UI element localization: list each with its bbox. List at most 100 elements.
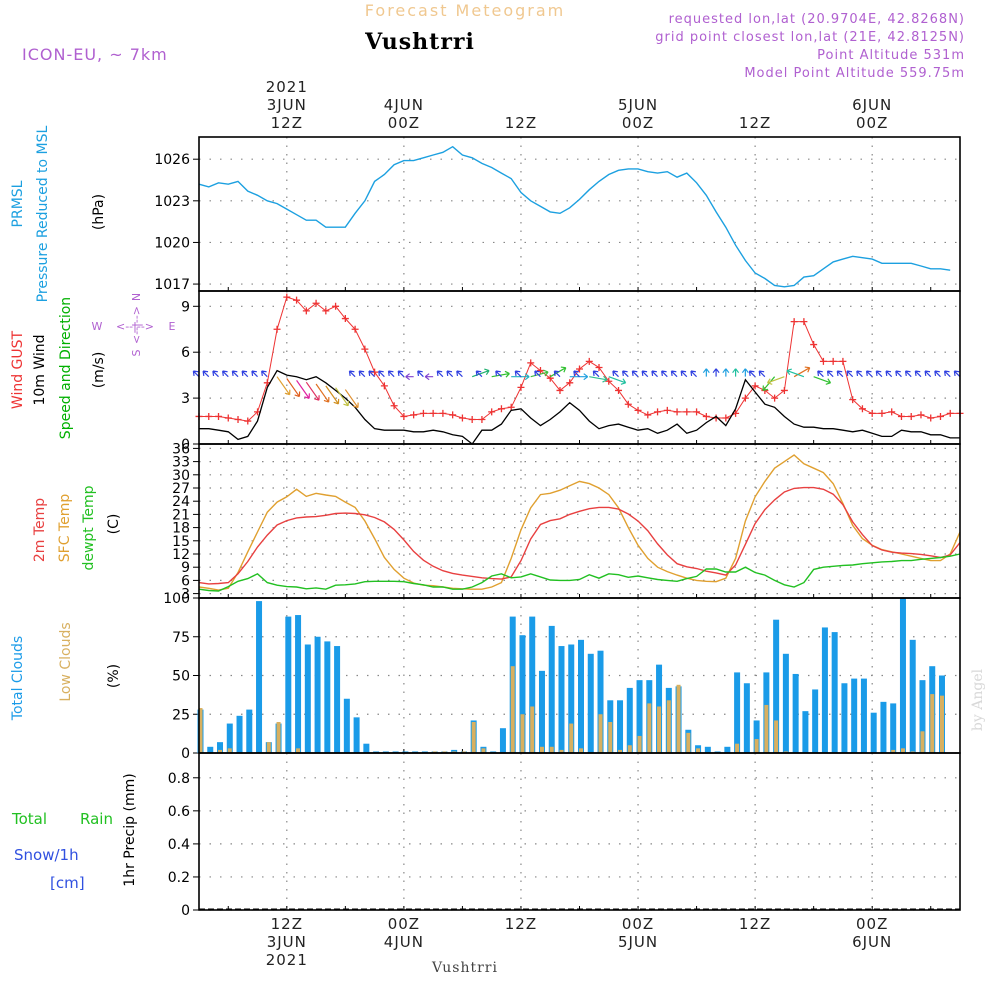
wind-direction-arrow bbox=[865, 370, 873, 378]
total-cloud-bar bbox=[324, 641, 331, 753]
gust-point bbox=[868, 409, 876, 417]
wind-direction-arrow bbox=[358, 370, 366, 378]
wind-direction-arrow bbox=[766, 376, 785, 385]
total-cloud-bar bbox=[529, 616, 536, 753]
temp-panel-labels: 2m Temp SFC Temp dewpt Temp (C) bbox=[32, 485, 122, 570]
top-time-label: 3JUN bbox=[267, 96, 307, 114]
total-cloud-bar bbox=[880, 701, 887, 753]
low-cloud-bar bbox=[930, 694, 935, 753]
wind-panel-labels: Wind GUST 10m Wind Speed and Direction (… bbox=[10, 293, 176, 439]
pressure-label-2: Pressure Reduced to MSL bbox=[35, 125, 51, 302]
clouds-ytick-label: 25 bbox=[172, 707, 190, 723]
gust-point bbox=[771, 394, 779, 402]
low-cloud-bar bbox=[647, 703, 652, 753]
gust-point bbox=[497, 405, 505, 413]
low-cloud-bar bbox=[539, 746, 544, 753]
wind-direction-arrow bbox=[856, 370, 863, 378]
gust-point bbox=[693, 408, 701, 416]
sfc-temp-label: SFC Temp bbox=[57, 494, 73, 563]
gust-point bbox=[449, 411, 457, 419]
temperature-ytick-label: 9 bbox=[181, 560, 190, 576]
wind-direction-arrow bbox=[348, 370, 356, 378]
total-cloud-bar bbox=[343, 698, 350, 753]
low-cloud-bar bbox=[218, 749, 223, 753]
total-cloud-bar bbox=[617, 700, 624, 753]
low-cloud-bar bbox=[296, 748, 301, 753]
wind-direction-arrow bbox=[446, 370, 454, 378]
temp2m-label: 2m Temp bbox=[32, 498, 48, 562]
wind-direction-arrow bbox=[286, 378, 301, 398]
temperature-ytick-label: 21 bbox=[172, 507, 190, 523]
gust-point bbox=[615, 386, 623, 394]
wind-direction-arrow bbox=[680, 370, 688, 378]
low-cloud-bar bbox=[627, 745, 632, 753]
pressure-label-1: PRMSL bbox=[10, 180, 26, 227]
temperature-ytick-label: 27 bbox=[172, 481, 190, 497]
low-cloud-bar bbox=[618, 749, 623, 753]
footer-location: Vushtrri bbox=[431, 960, 498, 976]
panels: 1017102010231026036936912151821242730333… bbox=[154, 136, 964, 919]
total-cloud-bar bbox=[353, 717, 360, 753]
wind-direction-arrow bbox=[631, 370, 639, 378]
wind-direction-arrow bbox=[875, 370, 883, 378]
total-cloud-bar bbox=[753, 720, 760, 753]
wind-direction-arrow bbox=[722, 368, 730, 377]
gust-point bbox=[332, 302, 340, 310]
gust-point bbox=[907, 412, 915, 420]
total-cloud-bar bbox=[285, 616, 292, 753]
gust-point bbox=[800, 318, 808, 326]
top-time-label: 12Z bbox=[505, 114, 537, 132]
gust-point bbox=[322, 307, 330, 315]
bottom-time-label: 12Z bbox=[271, 915, 303, 933]
wind-direction-arrow bbox=[436, 370, 444, 378]
wind-10m-label: 10m Wind bbox=[32, 334, 48, 405]
wind-direction-arrow bbox=[914, 370, 922, 378]
temperature-ytick-label: 18 bbox=[172, 521, 190, 537]
wind-direction-arrow bbox=[315, 383, 330, 403]
low-cloud-bar bbox=[764, 704, 769, 753]
wind-direction-arrow bbox=[612, 370, 619, 378]
compass-w: W bbox=[92, 320, 103, 333]
total-cloud-bar bbox=[236, 715, 243, 753]
wind-direction-arrow bbox=[231, 370, 239, 378]
pressure-unit: (hPa) bbox=[91, 194, 107, 230]
gust-point bbox=[312, 299, 320, 307]
bottom-time-label: 6JUN bbox=[852, 933, 892, 951]
gust-point bbox=[673, 408, 681, 416]
gust-point bbox=[566, 379, 574, 387]
total-cloud-bar bbox=[314, 636, 321, 753]
total-cloud-bar bbox=[812, 689, 819, 753]
low-cloud-bar bbox=[774, 720, 779, 753]
wind-gust-label: Wind GUST bbox=[10, 330, 26, 409]
compass-arrows-v: <--|--> bbox=[130, 306, 143, 344]
low-cloud-bar bbox=[579, 748, 583, 753]
gust-point bbox=[634, 406, 642, 414]
wind-direction-arrow bbox=[222, 370, 229, 378]
clouds-ytick-label: 100 bbox=[163, 591, 190, 607]
bottom-time-label: 00Z bbox=[388, 915, 420, 933]
low-cloud-bar bbox=[276, 722, 281, 753]
gust-point bbox=[556, 386, 564, 394]
compass-s: S bbox=[130, 349, 143, 356]
wind-direction-arrow bbox=[276, 376, 291, 396]
model-point-altitude: Model Point Altitude 559.75m bbox=[744, 66, 965, 81]
wind-direction-arrow bbox=[530, 369, 549, 378]
total-cloud-bar bbox=[568, 644, 575, 753]
wind-direction-arrow bbox=[261, 370, 268, 378]
total-cloud-bar bbox=[831, 632, 838, 753]
wind-direction-arrow bbox=[641, 370, 649, 378]
total-cloud-bar bbox=[587, 653, 594, 753]
wind-direction-arrow bbox=[741, 368, 749, 377]
wind-direction-arrow bbox=[424, 373, 434, 381]
wind-direction-arrow bbox=[241, 370, 249, 378]
wind-direction-arrow bbox=[826, 370, 834, 378]
bottom-time-label: 00Z bbox=[856, 915, 888, 933]
wind-direction-arrow bbox=[712, 368, 720, 377]
bottom-time-label: 12Z bbox=[739, 915, 771, 933]
panel-frame bbox=[198, 752, 961, 911]
clouds-unit: (%) bbox=[106, 664, 122, 688]
gust-point bbox=[380, 382, 388, 390]
compass-n: N bbox=[130, 293, 143, 301]
gust-point bbox=[605, 377, 613, 385]
